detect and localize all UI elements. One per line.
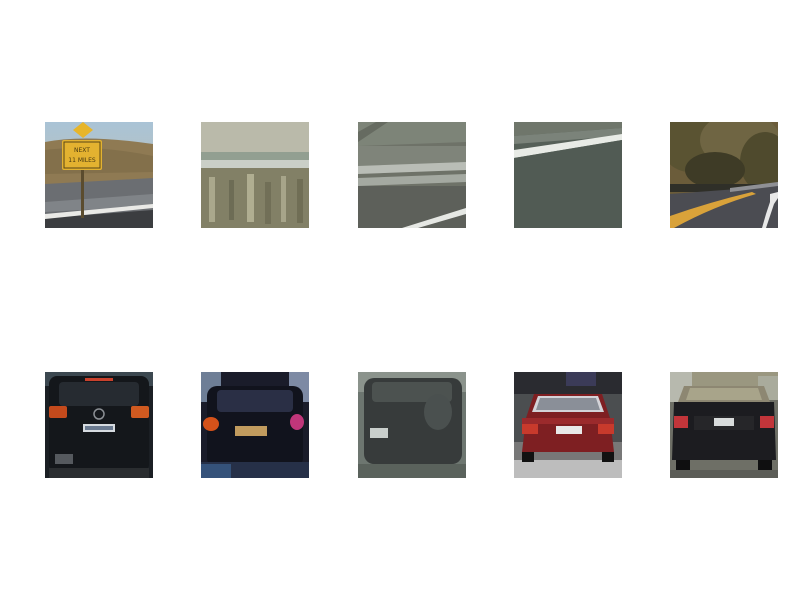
- dark-suv-rear-image: [45, 372, 153, 478]
- dark-convertible-rear-image: [670, 372, 778, 478]
- guardrail-blurred-image: [201, 122, 309, 228]
- sign-text-line1: NEXT: [74, 147, 90, 154]
- road-surface-image: [514, 122, 622, 228]
- red-sedan-rear-image: [514, 372, 622, 478]
- road-with-trees-image: [670, 122, 778, 228]
- guardrail-image: [358, 122, 466, 228]
- sign-text-line2: 11 MILES: [68, 157, 96, 164]
- blurred-dark-car-rear-image: [201, 372, 309, 478]
- gray-car-rear-blurred-image: [358, 372, 466, 478]
- road-sign-image: NEXT 11 MILES: [45, 122, 153, 228]
